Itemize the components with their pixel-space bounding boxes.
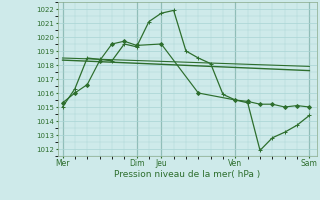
X-axis label: Pression niveau de la mer( hPa ): Pression niveau de la mer( hPa )	[114, 170, 260, 179]
